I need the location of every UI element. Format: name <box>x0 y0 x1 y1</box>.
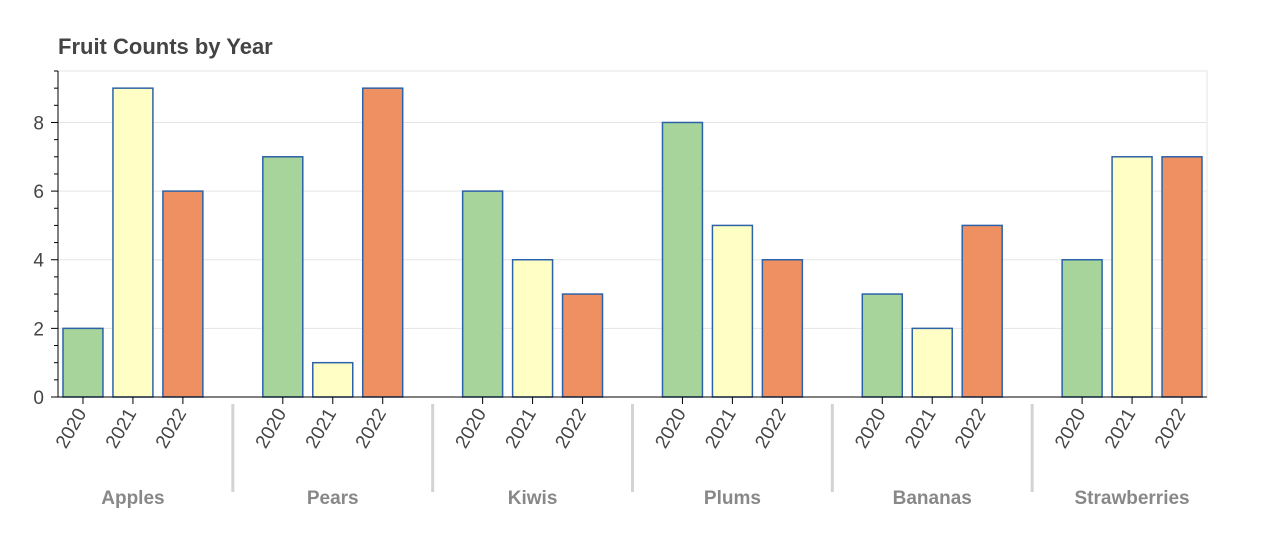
x-tick-label: 2021 <box>901 405 940 452</box>
bar-apples-2020 <box>62 327 104 398</box>
bar-bananas-2021 <box>911 327 953 398</box>
x-tick-label: 2020 <box>252 405 291 452</box>
group-label: Strawberries <box>1075 488 1190 509</box>
y-tick-label: 8 <box>33 113 44 134</box>
x-tick-label: 2022 <box>152 405 191 452</box>
grid <box>58 121 1207 329</box>
x-tick-label: 2020 <box>452 405 491 452</box>
y-tick-label: 0 <box>33 388 44 409</box>
bar-strawberries-2022 <box>1161 156 1203 398</box>
bar-apples-2022 <box>162 190 204 398</box>
group-label: Kiwis <box>508 488 558 509</box>
plot-frame <box>57 70 1208 398</box>
x-tick-label: 2021 <box>302 405 341 452</box>
x-tick-label: 2020 <box>1051 405 1090 452</box>
x-tick-label: 2020 <box>851 405 890 452</box>
bar-pears-2022 <box>361 87 404 398</box>
group-label: Plums <box>704 488 761 509</box>
group-label: Bananas <box>893 488 972 509</box>
x-tick-label: 2022 <box>1151 405 1190 452</box>
bar-bananas-2020 <box>861 293 904 398</box>
bar-kiwis-2022 <box>561 293 604 398</box>
x-tick-label: 2021 <box>1101 405 1140 452</box>
bar-plums-2020 <box>661 121 704 398</box>
bar-kiwis-2021 <box>511 258 554 398</box>
x-tick-label: 2022 <box>552 405 591 452</box>
x-tick-label: 2022 <box>951 405 990 452</box>
bar-strawberries-2020 <box>1061 258 1103 398</box>
x-tick-label: 2021 <box>102 405 141 452</box>
x-tick-label: 2020 <box>52 405 91 452</box>
bar-apples-2021 <box>112 87 154 398</box>
x-axis: 2020 2021 2022 Apples 2020 2021 2022 Pears 2020 2… <box>52 396 1207 509</box>
group-label: Apples <box>101 488 164 509</box>
x-tick-label: 2020 <box>651 405 690 452</box>
x-tick-label: 2021 <box>701 405 740 452</box>
group-label: Pears <box>307 488 359 509</box>
y-tick-label: 4 <box>33 251 44 272</box>
y-tick-label: 2 <box>33 319 44 340</box>
x-tick-label: 2022 <box>352 405 391 452</box>
bar-bananas-2022 <box>961 224 1003 398</box>
bar-pears-2020 <box>262 156 304 398</box>
bar-kiwis-2020 <box>461 190 504 398</box>
chart-title: Fruit Counts by Year <box>58 34 273 59</box>
x-tick-label: 2022 <box>751 405 790 452</box>
bar-plums-2022 <box>761 258 804 398</box>
y-tick-label: 6 <box>33 182 44 203</box>
bar-plums-2021 <box>711 224 754 398</box>
x-tick-label: 2021 <box>502 405 541 452</box>
y-axis: 0 2 4 6 8 <box>33 70 59 409</box>
bar-pears-2021 <box>312 361 354 398</box>
bars <box>62 87 1203 398</box>
bar-strawberries-2021 <box>1111 156 1153 398</box>
